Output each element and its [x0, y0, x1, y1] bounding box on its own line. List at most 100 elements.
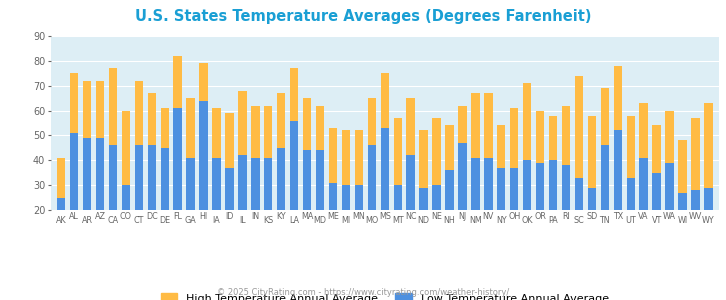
- Bar: [600, 146, 609, 210]
- Bar: [109, 68, 117, 210]
- Bar: [523, 83, 531, 210]
- Bar: [380, 73, 389, 210]
- Text: KY: KY: [277, 212, 286, 221]
- Bar: [704, 103, 713, 210]
- Bar: [147, 146, 156, 210]
- Text: WV: WV: [689, 212, 702, 221]
- Bar: [316, 106, 325, 210]
- Text: MA: MA: [301, 212, 314, 221]
- Bar: [523, 160, 531, 210]
- Text: AK: AK: [56, 216, 67, 225]
- Bar: [147, 93, 156, 210]
- Text: NV: NV: [483, 212, 494, 221]
- Bar: [174, 56, 182, 210]
- Bar: [264, 158, 272, 210]
- Bar: [691, 190, 700, 210]
- Bar: [329, 128, 337, 210]
- Bar: [238, 91, 247, 210]
- Text: OK: OK: [521, 216, 533, 225]
- Bar: [678, 193, 687, 210]
- Bar: [355, 185, 363, 210]
- Text: WY: WY: [702, 216, 714, 225]
- Bar: [653, 173, 661, 210]
- Bar: [57, 158, 65, 210]
- Text: SD: SD: [587, 212, 597, 221]
- Bar: [484, 158, 492, 210]
- Bar: [70, 73, 78, 210]
- Legend: High Temperature Annual Average, Low Temperature Annual Average: High Temperature Annual Average, Low Tem…: [156, 289, 613, 300]
- Text: IL: IL: [239, 216, 245, 225]
- Text: OH: OH: [508, 212, 521, 221]
- Text: © 2025 CityRating.com - https://www.cityrating.com/weather-history/: © 2025 CityRating.com - https://www.city…: [217, 288, 509, 297]
- Text: VT: VT: [651, 216, 661, 225]
- Bar: [471, 93, 480, 210]
- Bar: [303, 98, 311, 210]
- Bar: [200, 63, 208, 210]
- Text: AR: AR: [81, 216, 92, 225]
- Bar: [691, 118, 700, 210]
- Bar: [445, 170, 454, 210]
- Bar: [303, 150, 311, 210]
- Text: MN: MN: [353, 212, 365, 221]
- Bar: [122, 185, 130, 210]
- Bar: [393, 118, 402, 210]
- Text: CT: CT: [134, 216, 144, 225]
- Bar: [600, 88, 609, 210]
- Bar: [433, 118, 441, 210]
- Text: WI: WI: [677, 216, 688, 225]
- Text: IA: IA: [213, 216, 221, 225]
- Text: NE: NE: [431, 212, 442, 221]
- Bar: [536, 163, 544, 210]
- Text: AL: AL: [69, 212, 79, 221]
- Text: AZ: AZ: [94, 212, 105, 221]
- Bar: [342, 130, 350, 210]
- Bar: [200, 100, 208, 210]
- Bar: [665, 163, 674, 210]
- Text: MI: MI: [341, 216, 351, 225]
- Bar: [355, 130, 363, 210]
- Bar: [587, 188, 596, 210]
- Bar: [640, 103, 648, 210]
- Bar: [238, 155, 247, 210]
- Bar: [433, 185, 441, 210]
- Bar: [174, 108, 182, 210]
- Bar: [484, 93, 492, 210]
- Bar: [342, 185, 350, 210]
- Bar: [277, 93, 285, 210]
- Bar: [225, 113, 234, 210]
- Text: GA: GA: [184, 216, 197, 225]
- Bar: [109, 146, 117, 210]
- Text: IN: IN: [251, 212, 259, 221]
- Text: MD: MD: [314, 216, 327, 225]
- Text: NM: NM: [469, 216, 482, 225]
- Bar: [704, 188, 713, 210]
- Bar: [134, 146, 143, 210]
- Text: UT: UT: [625, 216, 636, 225]
- Bar: [187, 98, 195, 210]
- Bar: [70, 133, 78, 210]
- Bar: [264, 106, 272, 210]
- Bar: [407, 98, 415, 210]
- Text: NJ: NJ: [458, 212, 467, 221]
- Bar: [562, 106, 570, 210]
- Text: DC: DC: [146, 212, 158, 221]
- Bar: [367, 146, 376, 210]
- Bar: [251, 106, 260, 210]
- Bar: [83, 138, 91, 210]
- Text: ME: ME: [327, 212, 339, 221]
- Bar: [627, 178, 635, 210]
- Text: MO: MO: [365, 216, 378, 225]
- Text: MT: MT: [392, 216, 404, 225]
- Bar: [160, 108, 169, 210]
- Bar: [420, 188, 428, 210]
- Bar: [627, 116, 635, 210]
- Bar: [380, 128, 389, 210]
- Bar: [587, 116, 596, 210]
- Bar: [160, 148, 169, 210]
- Bar: [497, 125, 505, 210]
- Bar: [562, 165, 570, 210]
- Bar: [458, 143, 467, 210]
- Bar: [471, 158, 480, 210]
- Text: NH: NH: [444, 216, 455, 225]
- Bar: [497, 168, 505, 210]
